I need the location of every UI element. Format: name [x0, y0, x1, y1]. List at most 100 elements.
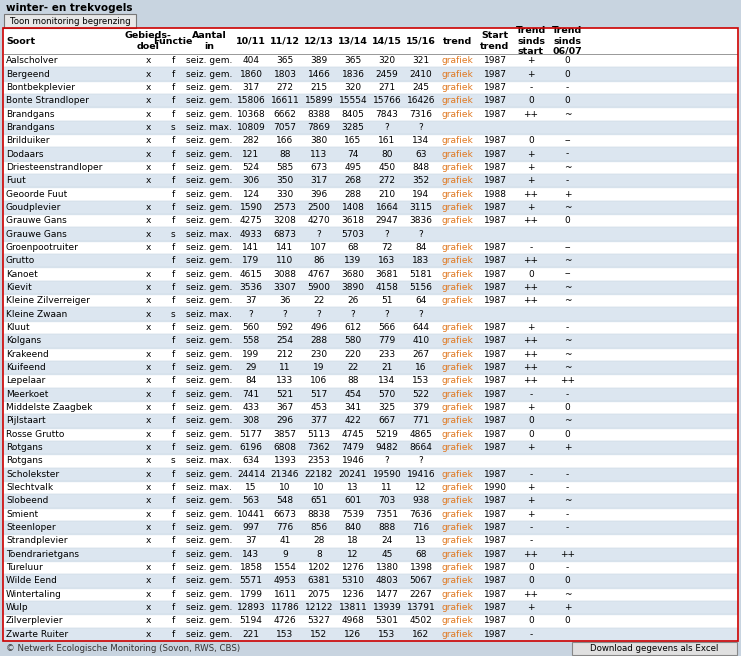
Text: seiz. gem.: seiz. gem. [186, 590, 232, 599]
Text: 379: 379 [413, 403, 430, 412]
Text: f: f [171, 497, 175, 505]
Text: 12: 12 [415, 483, 427, 492]
Text: grafiek: grafiek [442, 430, 473, 439]
Text: 9482: 9482 [376, 443, 399, 452]
Text: 1946: 1946 [342, 457, 365, 465]
Text: 521: 521 [276, 390, 293, 399]
Text: 1987: 1987 [483, 176, 507, 185]
Text: grafiek: grafiek [442, 70, 473, 79]
Text: 2500: 2500 [308, 203, 330, 212]
Text: Wulp: Wulp [6, 603, 29, 612]
Text: -: - [566, 323, 569, 332]
Text: 210: 210 [379, 190, 396, 199]
Text: 74: 74 [348, 150, 359, 159]
Text: x: x [145, 56, 150, 65]
Text: 317: 317 [310, 176, 328, 185]
Text: x: x [145, 243, 150, 252]
Bar [4, 148, 737, 161]
Text: +: + [564, 443, 571, 452]
Text: Grauwe Gans: Grauwe Gans [6, 230, 67, 239]
Text: 380: 380 [310, 136, 328, 145]
Text: f: f [171, 150, 175, 159]
Text: grafiek: grafiek [442, 537, 473, 545]
Text: s: s [170, 123, 176, 132]
Text: Grutto: Grutto [6, 256, 36, 265]
Text: 1987: 1987 [483, 523, 507, 532]
Text: 5301: 5301 [376, 617, 399, 625]
Text: 1987: 1987 [483, 136, 507, 145]
Text: 11: 11 [279, 363, 290, 372]
Text: 106: 106 [310, 377, 328, 385]
Text: 7843: 7843 [376, 110, 399, 119]
Text: Brandgans: Brandgans [6, 123, 55, 132]
Text: 254: 254 [276, 337, 293, 345]
Text: 1987: 1987 [483, 377, 507, 385]
Text: 267: 267 [413, 350, 430, 359]
Text: Krakeend: Krakeend [6, 350, 49, 359]
Text: 308: 308 [242, 417, 259, 425]
Text: 317: 317 [242, 83, 259, 92]
Text: grafiek: grafiek [442, 523, 473, 532]
Bar [4, 281, 737, 294]
Text: 63: 63 [415, 150, 427, 159]
Text: 2459: 2459 [376, 70, 399, 79]
Text: -: - [566, 483, 569, 492]
Text: 13: 13 [348, 483, 359, 492]
Text: 12: 12 [348, 550, 359, 559]
Text: 651: 651 [310, 497, 328, 505]
Text: 7362: 7362 [308, 443, 330, 452]
Text: grafiek: grafiek [442, 96, 473, 105]
Text: 1987: 1987 [483, 417, 507, 425]
Text: -: - [566, 523, 569, 532]
Bar [4, 68, 737, 81]
Text: grafiek: grafiek [442, 110, 473, 119]
Bar [4, 574, 737, 588]
Text: x: x [145, 617, 150, 625]
Bar [4, 414, 737, 428]
Text: 0: 0 [565, 617, 571, 625]
Text: f: f [171, 323, 175, 332]
Text: x: x [145, 70, 150, 79]
Text: -: - [566, 563, 569, 572]
Text: f: f [171, 110, 175, 119]
Text: 72: 72 [382, 243, 393, 252]
Text: f: f [171, 590, 175, 599]
Text: f: f [171, 56, 175, 65]
Text: 1858: 1858 [239, 563, 262, 572]
Text: 1987: 1987 [483, 150, 507, 159]
Text: 8: 8 [316, 550, 322, 559]
Text: Fuut: Fuut [6, 176, 26, 185]
Text: -: - [566, 390, 569, 399]
Text: 113: 113 [310, 150, 328, 159]
Text: 233: 233 [379, 350, 396, 359]
Text: 0: 0 [528, 430, 534, 439]
Text: 0: 0 [565, 430, 571, 439]
Text: 1202: 1202 [308, 563, 330, 572]
Text: 320: 320 [345, 83, 362, 92]
Text: grafiek: grafiek [442, 83, 473, 92]
Text: seiz. gem.: seiz. gem. [186, 550, 232, 559]
Text: ++: ++ [523, 590, 539, 599]
Text: 12893: 12893 [236, 603, 265, 612]
Text: 3536: 3536 [239, 283, 262, 292]
Text: f: f [171, 550, 175, 559]
Text: 20241: 20241 [339, 470, 368, 479]
Text: 2947: 2947 [376, 216, 399, 225]
Text: x: x [145, 230, 150, 239]
Text: 272: 272 [276, 83, 293, 92]
Text: s: s [170, 230, 176, 239]
Text: 153: 153 [413, 377, 430, 385]
Text: grafiek: grafiek [442, 337, 473, 345]
Text: 1236: 1236 [342, 590, 365, 599]
Text: 13791: 13791 [407, 603, 436, 612]
Text: 741: 741 [242, 390, 259, 399]
Text: ?: ? [385, 310, 389, 319]
Text: x: x [145, 283, 150, 292]
Text: 776: 776 [276, 523, 293, 532]
Text: 5327: 5327 [308, 617, 330, 625]
Text: 13811: 13811 [339, 603, 368, 612]
Text: 856: 856 [310, 523, 328, 532]
Text: 0: 0 [565, 56, 571, 65]
Text: seiz. gem.: seiz. gem. [186, 323, 232, 332]
Text: Brandgans: Brandgans [6, 110, 55, 119]
